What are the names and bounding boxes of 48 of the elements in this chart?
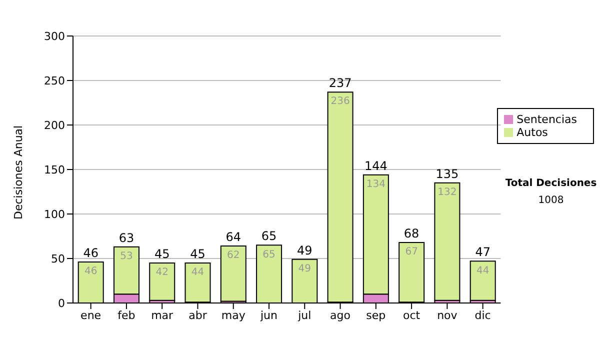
x-tick-label: abr <box>188 308 208 322</box>
legend-label: Autos <box>516 126 548 139</box>
y-tick-label: 0 <box>58 296 65 310</box>
x-tick-label: oct <box>403 308 421 322</box>
x-tick-label: jul <box>297 308 312 322</box>
total-label: 46 <box>83 246 98 260</box>
legend-label: Sentencias <box>516 113 577 126</box>
data-label: 67 <box>405 246 418 258</box>
total-label: 135 <box>436 166 459 181</box>
x-tick-label: may <box>221 308 246 322</box>
x-tick-label: feb <box>118 308 136 322</box>
data-label: 134 <box>366 178 386 190</box>
data-label: 44 <box>476 265 490 276</box>
data-label: 49 <box>298 263 312 274</box>
text: 1008 <box>537 195 565 206</box>
y-axis-title: Decisiones Anual <box>12 125 25 220</box>
y-tick-label: 300 <box>44 30 65 43</box>
total-label: 47 <box>475 245 490 260</box>
y-tick-label: 200 <box>44 118 65 132</box>
x-tick-label: nov <box>437 308 458 322</box>
x-tick-label: sep <box>366 308 386 322</box>
x-tick-label: mar <box>151 308 174 322</box>
total-label: 64 <box>226 230 242 244</box>
data-label: 53 <box>120 251 133 262</box>
data-label: 44 <box>191 267 204 278</box>
data-label: 65 <box>262 249 276 260</box>
y-tick-label: 100 <box>44 208 65 221</box>
total-label: 45 <box>154 246 170 261</box>
data-label: 42 <box>156 267 168 278</box>
x-tick-label: ago <box>330 308 351 322</box>
total-label: 65 <box>261 229 277 244</box>
data-label: 236 <box>330 96 350 108</box>
x-tick-label: dic <box>474 308 491 322</box>
y-tick-label: 150 <box>44 163 65 176</box>
total-label: 49 <box>297 243 312 258</box>
y-tick-label: 250 <box>44 74 65 88</box>
total-label: 237 <box>328 76 352 90</box>
data-label: 46 <box>84 266 98 278</box>
text: Total Decisiones <box>504 178 598 189</box>
y-tick-label: 50 <box>51 252 65 266</box>
total-label: 144 <box>364 158 388 173</box>
x-tick-label: ene <box>80 308 102 322</box>
x-tick-label: jun <box>260 308 278 322</box>
total-label: 63 <box>118 230 134 245</box>
data-label: 62 <box>227 250 240 262</box>
total-label: 68 <box>404 226 420 240</box>
data-label: 132 <box>438 186 457 198</box>
total-label: 45 <box>190 246 206 261</box>
